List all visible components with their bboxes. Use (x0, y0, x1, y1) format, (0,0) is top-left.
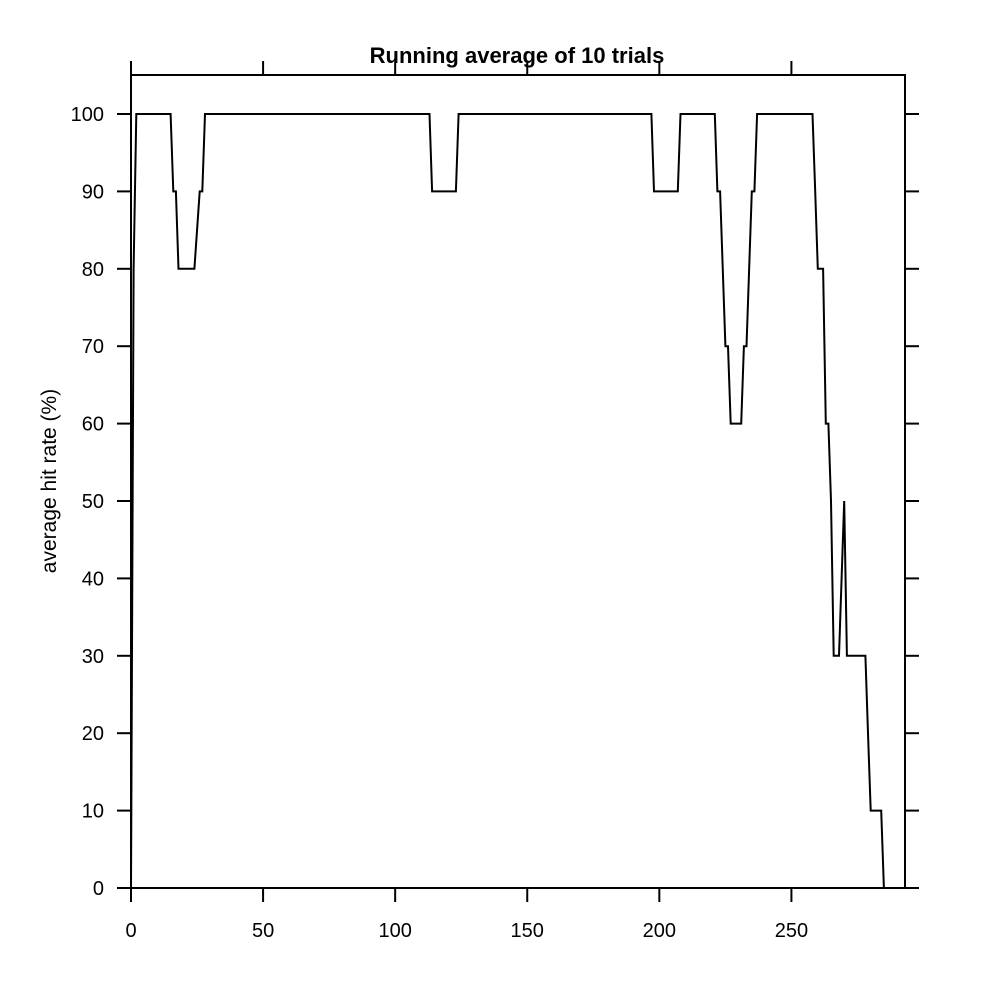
x-tick-label: 100 (378, 920, 411, 942)
x-tick-label: 50 (252, 920, 274, 942)
axis-ticks (117, 61, 919, 902)
y-tick-label: 60 (82, 414, 104, 436)
x-tick-label: 250 (775, 920, 808, 942)
y-tick-label: 80 (82, 259, 104, 281)
series-line (130, 113, 905, 889)
tick-labels: 0 50 100 150 200 250 0 10 20 30 40 50 60 70 80 90 100 (71, 104, 808, 942)
y-tick-label: 40 (82, 568, 104, 590)
x-tick-label: 0 (125, 920, 136, 942)
y-tick-label: 20 (82, 723, 104, 745)
x-tick-label: 200 (643, 920, 676, 942)
y-axis-label: average hit rate (%) (38, 389, 61, 573)
y-tick-label: 90 (82, 181, 104, 203)
y-tick-label: 50 (82, 491, 104, 513)
plot-frame (130, 74, 906, 889)
y-tick-label: 100 (71, 104, 104, 126)
y-tick-label: 30 (82, 646, 104, 668)
y-tick-label: 0 (93, 878, 104, 900)
y-tick-label: 10 (82, 801, 104, 823)
y-tick-label: 70 (82, 336, 104, 358)
chart-title: Running average of 10 trials (370, 43, 665, 68)
x-tick-label: 150 (511, 920, 544, 942)
